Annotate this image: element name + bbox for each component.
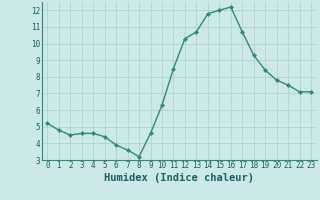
X-axis label: Humidex (Indice chaleur): Humidex (Indice chaleur): [104, 173, 254, 183]
